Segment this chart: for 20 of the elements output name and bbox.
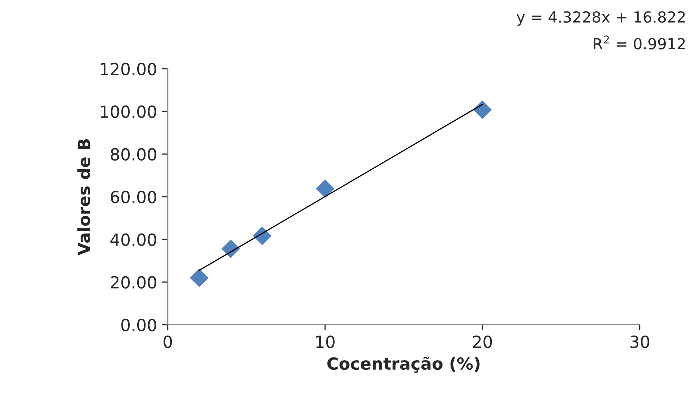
- y-tick-label: 40.00: [110, 234, 156, 246]
- text: R$^{2}$ = 0.9912: [594, 36, 686, 50]
- point: [253, 226, 272, 246]
- x-tick-label: 0: [164, 336, 172, 348]
- y-tick-label: 60.00: [111, 190, 156, 204]
- y-tick-label: 80.00: [111, 148, 156, 161]
- point: [316, 180, 335, 198]
- x-axis-title: Cocentração (%): [328, 356, 480, 374]
- y-tick-label: 100.00: [101, 106, 156, 118]
- point: [190, 268, 209, 288]
- y-tick-label: 0.00: [122, 318, 156, 332]
- y-tick-label: 20.00: [111, 276, 156, 289]
- point: [473, 100, 492, 120]
- y-axis-title: Valores de B: [78, 139, 90, 256]
- text: y = 4.3228x + 16.822: [516, 11, 686, 26]
- y-tick-label: 120.00: [101, 62, 156, 76]
- x-tick-label: 20: [473, 336, 492, 348]
- point: [222, 240, 240, 258]
- x-tick-label: 10: [316, 336, 335, 348]
- x-tick-label: 30: [630, 336, 650, 348]
